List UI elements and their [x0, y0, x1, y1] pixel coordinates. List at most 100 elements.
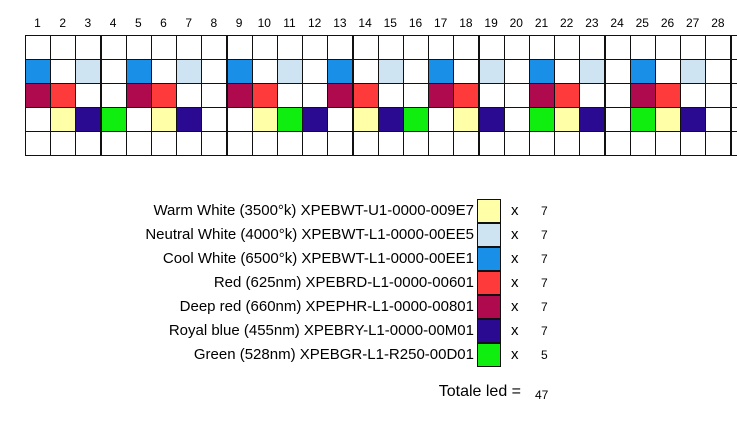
column-number: 10 — [257, 16, 271, 30]
grid-cell — [75, 131, 101, 156]
legend-row: Deep red (660nm) XPEPHR-L1-0000-00801 x 7 — [0, 295, 737, 319]
legend-count: 7 — [541, 324, 548, 338]
grid-cell — [605, 83, 631, 108]
grid-cell — [101, 83, 127, 108]
grid-cell — [277, 107, 303, 132]
grid-cell — [353, 131, 379, 156]
grid-cell — [504, 83, 530, 108]
grid-cell — [403, 35, 429, 60]
grid-cell — [327, 59, 353, 84]
legend-count: 7 — [541, 204, 548, 218]
grid-cell — [302, 35, 328, 60]
legend-row: Warm White (3500°k) XPEBWT-U1-0000-009E7… — [0, 199, 737, 223]
grid-cell — [302, 83, 328, 108]
legend-swatch — [477, 223, 501, 247]
grid-cell — [655, 131, 681, 156]
grid-cell — [101, 131, 127, 156]
grid-cell — [252, 107, 278, 132]
grid-cell — [731, 83, 737, 108]
grid-cell — [605, 131, 631, 156]
column-number: 2 — [59, 16, 67, 30]
grid-cell — [227, 131, 253, 156]
grid-cell — [479, 107, 505, 132]
grid-cell — [705, 131, 731, 156]
grid-cell — [25, 35, 51, 60]
grid-cell — [403, 83, 429, 108]
grid-cell — [428, 35, 454, 60]
grid-cell — [403, 107, 429, 132]
legend-row: Green (528nm) XPEBGR-L1-R250-00D01 x 5 — [0, 343, 737, 367]
grid-cell — [579, 35, 605, 60]
legend-row: Red (625nm) XPEBRD-L1-0000-00601 x 7 — [0, 271, 737, 295]
grid-cell — [151, 83, 177, 108]
column-number: 22 — [560, 16, 574, 30]
grid-cell — [302, 131, 328, 156]
grid-cell — [252, 35, 278, 60]
grid-cell — [554, 107, 580, 132]
grid-cell — [327, 35, 353, 60]
grid-cell — [554, 131, 580, 156]
grid-cell — [75, 83, 101, 108]
column-number: 24 — [610, 16, 624, 30]
grid-cell — [630, 59, 656, 84]
grid-cell — [50, 107, 76, 132]
legend-label: Royal blue (455nm) XPEBRY-L1-0000-00M01 — [168, 322, 474, 339]
grid-cell — [201, 35, 227, 60]
grid-cell — [25, 107, 51, 132]
column-number: 14 — [358, 16, 372, 30]
grid-cell — [327, 131, 353, 156]
grid-cell — [50, 35, 76, 60]
legend-swatch — [477, 271, 501, 295]
grid-cell — [201, 83, 227, 108]
legend-multiplier: x — [511, 274, 519, 291]
column-number: 20 — [509, 16, 523, 30]
total-label: Totale led = — [438, 383, 521, 400]
grid-cell — [378, 35, 404, 60]
grid-cell — [126, 59, 152, 84]
grid-cell — [529, 83, 555, 108]
column-number: 5 — [134, 16, 142, 30]
grid-cell — [227, 83, 253, 108]
column-number: 18 — [459, 16, 473, 30]
grid-cell — [176, 131, 202, 156]
total-value: 47 — [535, 388, 549, 402]
legend-swatch — [477, 199, 501, 223]
legend-row: Royal blue (455nm) XPEBRY-L1-0000-00M01 x… — [0, 319, 737, 343]
grid-cell — [705, 35, 731, 60]
grid-cell — [504, 107, 530, 132]
grid-cell — [479, 131, 505, 156]
grid-cell — [705, 59, 731, 84]
grid-cell — [50, 131, 76, 156]
grid-cell — [353, 107, 379, 132]
grid-cell — [453, 59, 479, 84]
grid-cell — [101, 107, 127, 132]
legend-row: Neutral White (4000°k) XPEBWT-L1-0000-00… — [0, 223, 737, 247]
grid-cell — [504, 35, 530, 60]
grid-cell — [252, 131, 278, 156]
grid-cell — [479, 35, 505, 60]
grid-cell — [176, 59, 202, 84]
grid-cell — [655, 59, 681, 84]
grid-cell — [277, 131, 303, 156]
grid-cell — [529, 59, 555, 84]
grid-cell — [479, 59, 505, 84]
grid-cell — [25, 83, 51, 108]
grid-cell — [176, 35, 202, 60]
grid-cell — [428, 83, 454, 108]
grid-cell — [705, 107, 731, 132]
grid-cell — [277, 83, 303, 108]
legend-label: Green (528nm) XPEBGR-L1-R250-00D01 — [193, 346, 474, 363]
column-number: 8 — [210, 16, 218, 30]
grid-cell — [579, 59, 605, 84]
grid-cell — [151, 35, 177, 60]
grid-cell — [529, 131, 555, 156]
grid-cell — [680, 131, 706, 156]
grid-cell — [731, 35, 737, 60]
grid-cell — [151, 131, 177, 156]
grid-cell — [126, 83, 152, 108]
grid-cell — [126, 35, 152, 60]
grid-cell — [428, 131, 454, 156]
legend-label: Warm White (3500°k) XPEBWT-U1-0000-009E7 — [153, 202, 474, 219]
legend-count: 7 — [541, 252, 548, 266]
grid-cell — [327, 83, 353, 108]
